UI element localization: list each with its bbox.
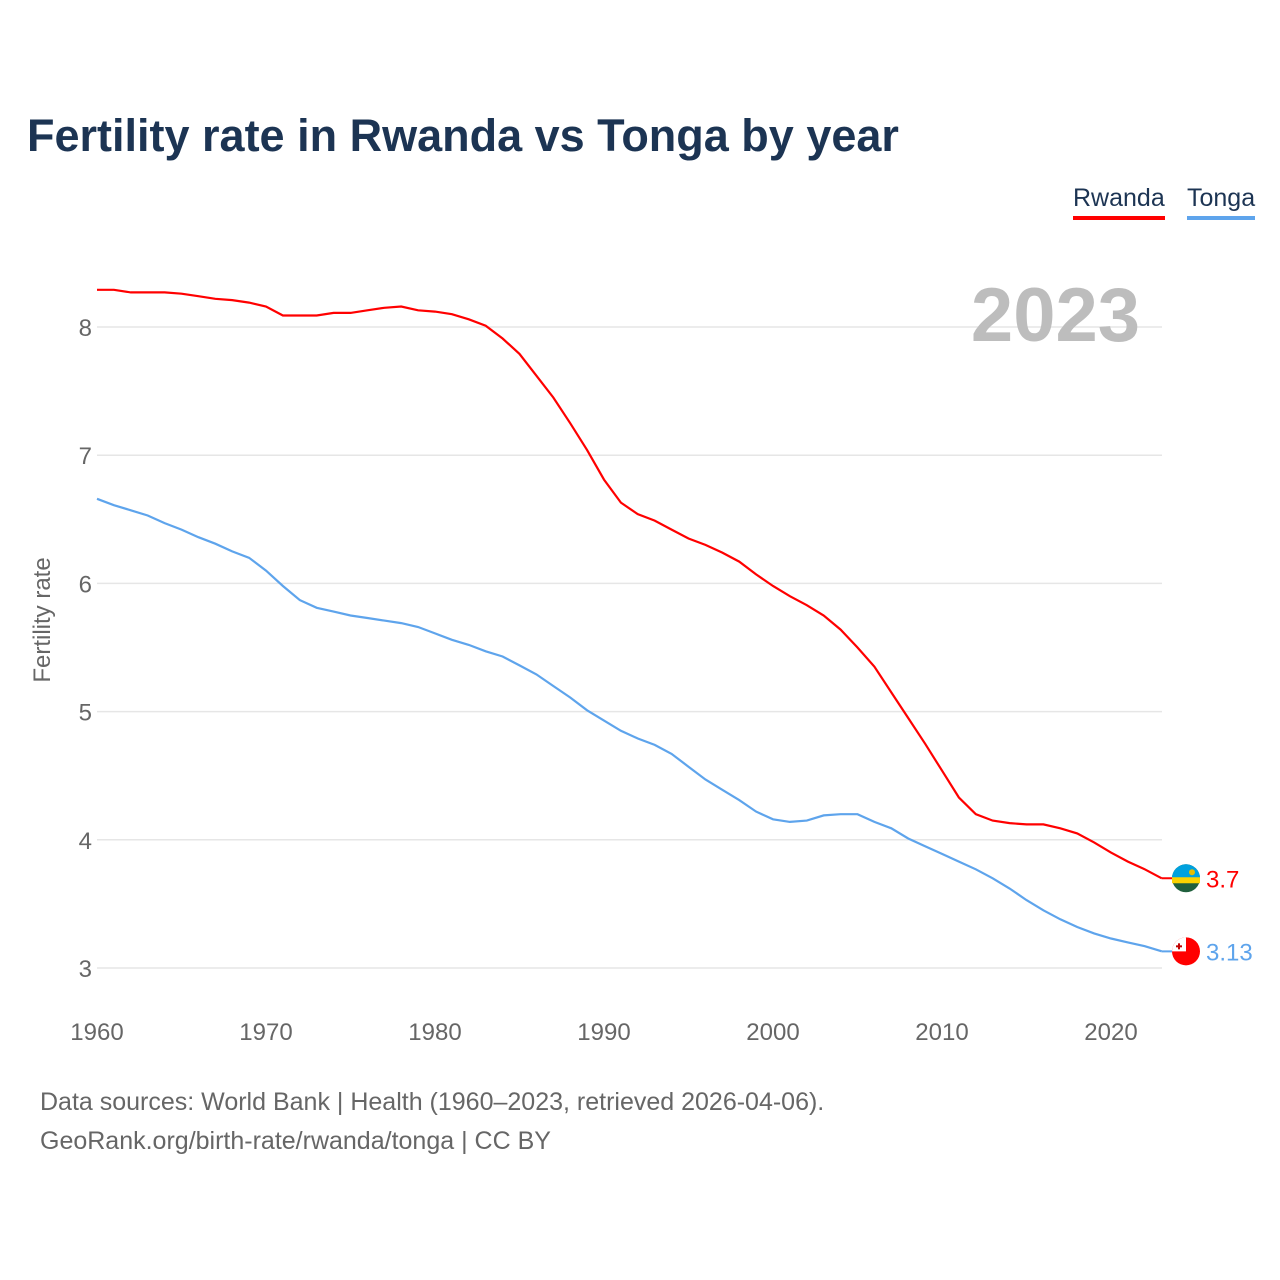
legend-tonga[interactable]: Tonga xyxy=(1187,184,1256,220)
y-tick-label: 3 xyxy=(79,956,92,983)
footer-attribution: GeoRank.org/birth-rate/rwanda/tonga | CC… xyxy=(40,1127,551,1155)
footer-sources: Data sources: World Bank | Health (1960–… xyxy=(40,1088,825,1116)
y-tick-label: 7 xyxy=(79,443,92,470)
x-tick-label: 2020 xyxy=(1084,1019,1137,1046)
y-tick-label: 4 xyxy=(79,828,92,855)
rwanda-flag-sun xyxy=(1189,869,1195,876)
x-tick-label: 2000 xyxy=(746,1019,799,1046)
y-tick-label: 8 xyxy=(79,315,92,342)
y-tick-label: 6 xyxy=(79,571,92,598)
chart-title: Fertility rate in Rwanda vs Tonga by yea… xyxy=(27,110,899,161)
year-label: 2023 xyxy=(971,273,1140,358)
end-value-rwanda: 3.7 xyxy=(1206,866,1239,893)
rwanda-flag-blue-band xyxy=(1172,864,1200,879)
legend-rwanda[interactable]: Rwanda xyxy=(1073,184,1165,220)
end-value-tonga: 3.13 xyxy=(1206,939,1253,966)
rwanda-flag-yellow-band xyxy=(1172,877,1200,884)
series-line-rwanda xyxy=(97,288,1163,880)
series-line-tonga xyxy=(96,497,1163,953)
tonga-flag-cross-h xyxy=(1176,945,1182,948)
y-axis-label: Fertility rate xyxy=(29,557,56,682)
x-tick-label: 1970 xyxy=(239,1019,292,1046)
x-tick-label: 1960 xyxy=(70,1019,123,1046)
x-tick-label: 2010 xyxy=(915,1019,968,1046)
x-tick-label: 1990 xyxy=(577,1019,630,1046)
x-tick-label: 1980 xyxy=(408,1019,461,1046)
y-tick-label: 5 xyxy=(79,700,92,727)
